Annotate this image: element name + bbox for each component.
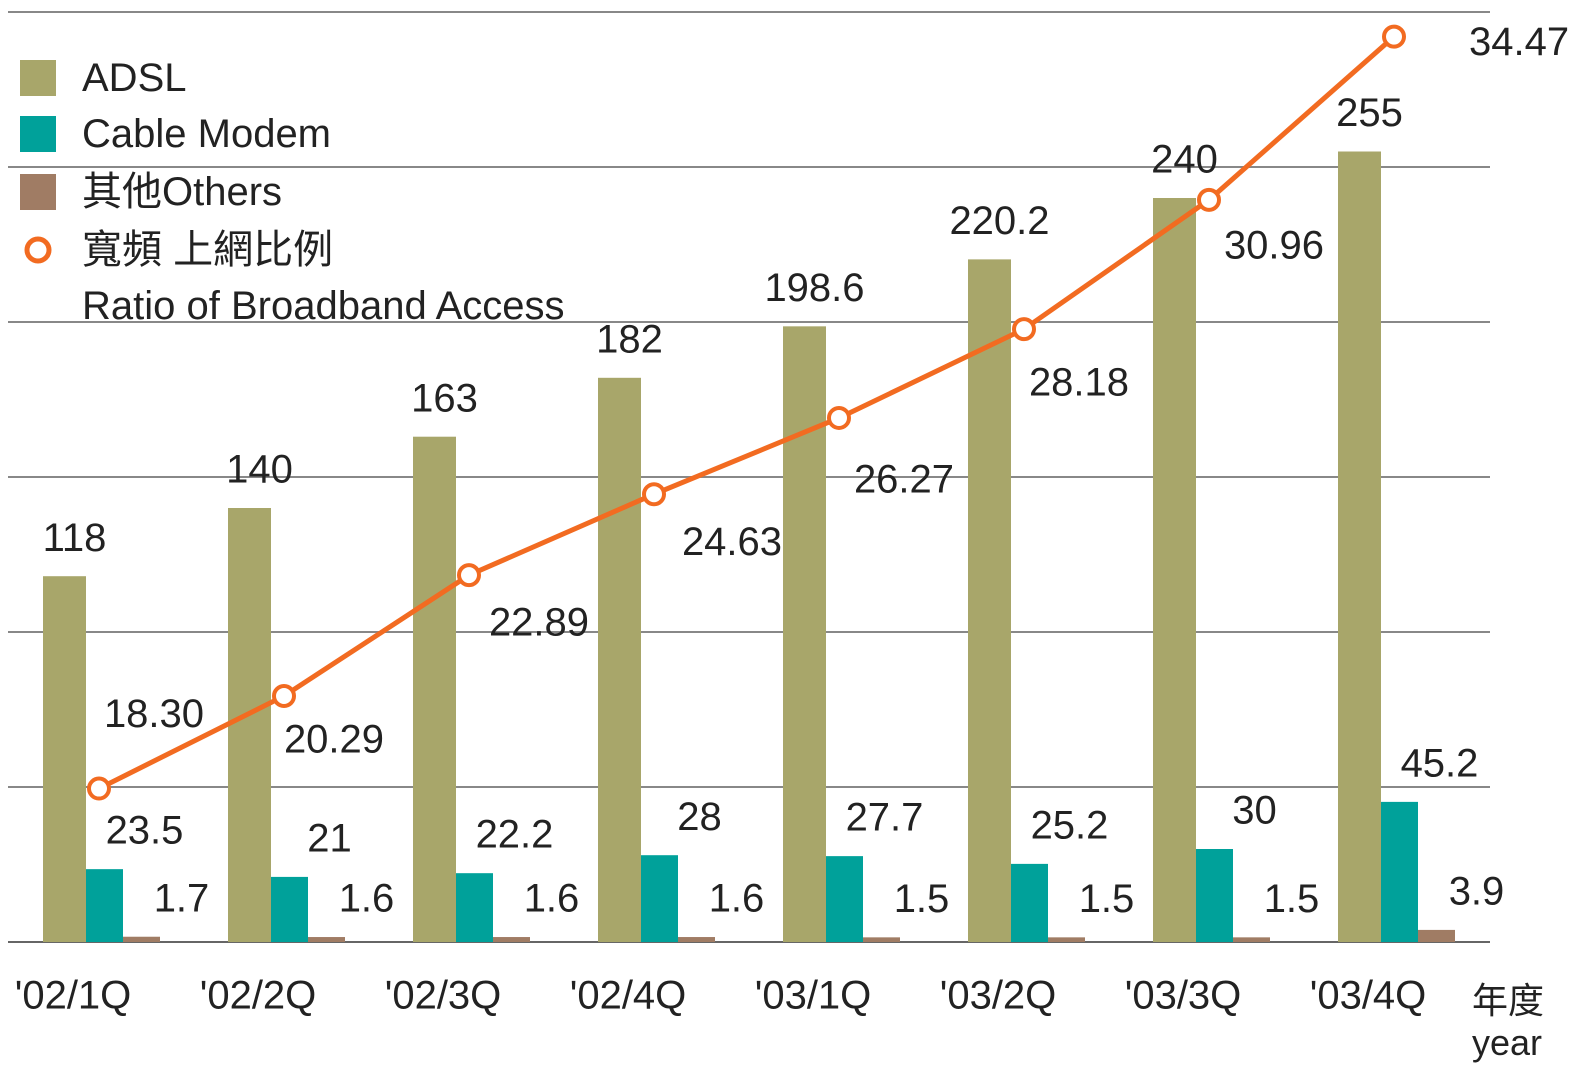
ratio-point: [457, 563, 481, 588]
legend-marker: [24, 236, 52, 264]
bar-label: 25.2: [1031, 803, 1109, 847]
ratio-line: [97, 34, 1396, 791]
ratio-label: 18.30: [104, 692, 204, 736]
bar: [1233, 937, 1270, 942]
bar: [86, 869, 123, 942]
ratio-label: 20.29: [284, 718, 384, 762]
bar: [271, 876, 308, 942]
bar: [1153, 198, 1196, 942]
bar-label: 28: [677, 795, 722, 839]
legend-label: Cable Modem: [82, 112, 332, 156]
bar: [1196, 849, 1233, 942]
bar-label: 198.6: [764, 266, 864, 310]
x-tick-label: '02/4Q: [570, 974, 687, 1018]
ratio-point: [827, 405, 851, 430]
bar: [413, 436, 456, 942]
bar: [308, 937, 345, 942]
ratio-point: [272, 684, 296, 709]
ratio-label: 26.27: [854, 458, 954, 502]
bar: [228, 508, 271, 942]
bar-label: 1.6: [339, 877, 395, 921]
legend-label: ADSL: [82, 56, 187, 100]
ratio-point: [1197, 187, 1221, 212]
x-tick-label: '03/1Q: [755, 974, 872, 1018]
bar-label: 240: [1151, 138, 1218, 182]
ratio-label: 34.47: [1469, 20, 1569, 64]
legend-marker: [20, 60, 56, 96]
bar: [641, 855, 678, 942]
ratio-label: 28.18: [1029, 361, 1129, 405]
x-tick-label: '03/2Q: [940, 974, 1057, 1018]
bar-label: 1.6: [524, 877, 580, 921]
bar-label: 1.5: [1079, 877, 1135, 921]
bar-label: 1.7: [154, 876, 210, 920]
bar-label: 1.5: [1264, 877, 1320, 921]
bar: [1381, 801, 1418, 942]
bar-label: 182: [596, 317, 663, 361]
bar: [826, 856, 863, 942]
ratio-point: [1012, 317, 1036, 342]
ratio-label: 22.89: [489, 601, 589, 645]
x-tick-label: '02/2Q: [200, 974, 317, 1018]
bar: [43, 576, 86, 942]
bar-label: 140: [226, 448, 293, 492]
bar: [1048, 937, 1085, 942]
bar: [783, 326, 826, 943]
ratio-point: [87, 776, 111, 801]
bar-label: 27.7: [846, 796, 924, 840]
bar-label: 30: [1232, 789, 1277, 833]
bar: [456, 873, 493, 942]
bar-label: 220.2: [949, 199, 1049, 243]
bar-label: 163: [411, 376, 478, 420]
bar-label: 255: [1336, 91, 1403, 135]
ratio-label: 24.63: [682, 520, 782, 564]
x-axis-label: 年度 year: [1472, 980, 1545, 1063]
x-tick-label: '02/1Q: [15, 974, 132, 1018]
bar: [863, 937, 900, 942]
bar-label: 45.2: [1401, 741, 1479, 785]
bar-label: 1.5: [894, 877, 950, 921]
x-tick-label: '03/4Q: [1310, 974, 1427, 1018]
bar-label: 21: [307, 816, 352, 860]
bar-label: 3.9: [1449, 869, 1505, 913]
legend-label: 寬頻 上網比例 Ratio of Broadband Access: [82, 228, 565, 328]
legend-marker: [20, 116, 56, 152]
bar: [968, 259, 1011, 942]
x-tick-label: '03/3Q: [1125, 974, 1242, 1018]
ratio-point: [642, 482, 666, 507]
bar: [1418, 929, 1455, 942]
bar: [1338, 151, 1381, 942]
x-tick-label: '02/3Q: [385, 974, 502, 1018]
bar-label: 22.2: [476, 813, 554, 857]
bar-label: 23.5: [106, 809, 184, 853]
bar: [123, 936, 160, 942]
ratio-label: 30.96: [1224, 223, 1324, 267]
bar: [678, 937, 715, 942]
bar: [493, 937, 530, 942]
ratio-point: [1382, 24, 1406, 49]
bar-label: 1.6: [709, 877, 765, 921]
legend-marker: [20, 174, 56, 210]
legend-label: 其他Others: [82, 170, 283, 214]
bar-label: 118: [43, 516, 107, 560]
bar: [1011, 863, 1048, 942]
bar: [598, 377, 641, 942]
